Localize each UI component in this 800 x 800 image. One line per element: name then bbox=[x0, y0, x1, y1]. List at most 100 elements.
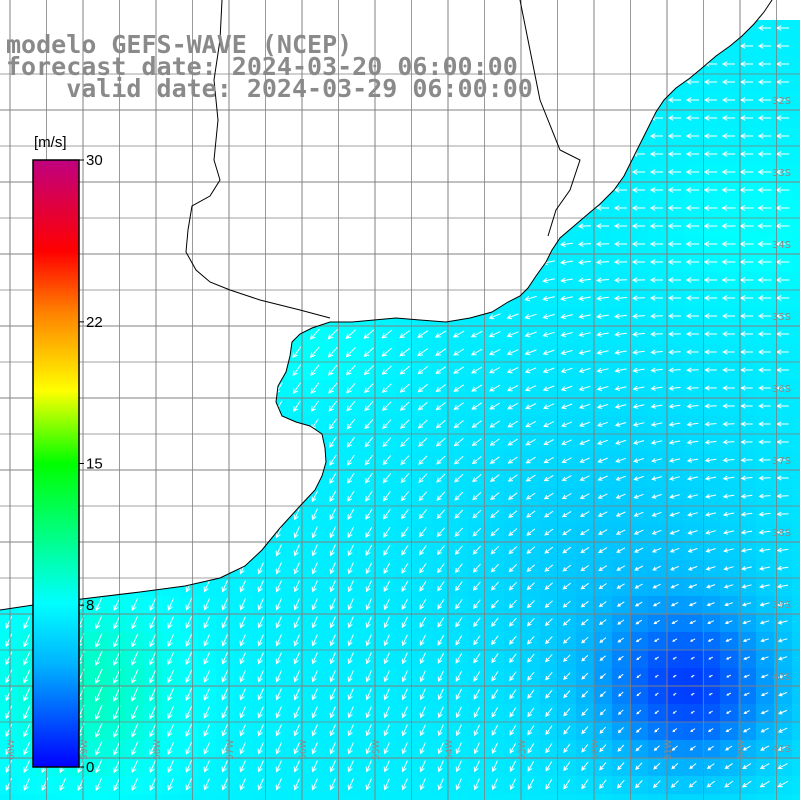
wind-speed-cell bbox=[36, 794, 55, 800]
wind-arrow bbox=[654, 727, 660, 733]
wind-arrow bbox=[543, 403, 555, 410]
wind-speed-cell bbox=[684, 308, 703, 327]
wind-speed-cell bbox=[504, 380, 523, 399]
wind-speed-cell bbox=[378, 416, 397, 435]
wind-speed-cell bbox=[216, 650, 235, 669]
wind-arrow bbox=[453, 420, 464, 429]
wind-speed-cell bbox=[108, 722, 127, 741]
wind-speed-cell bbox=[414, 560, 433, 579]
wind-speed-cell bbox=[162, 758, 181, 777]
wind-speed-cell bbox=[558, 308, 577, 327]
wind-speed-cell bbox=[396, 578, 415, 597]
wind-speed-cell bbox=[558, 560, 577, 579]
wind-arrow bbox=[703, 241, 718, 247]
wind-arrow bbox=[472, 563, 481, 573]
wind-arrow bbox=[757, 169, 772, 175]
wind-speed-cell bbox=[792, 308, 800, 327]
wind-arrow bbox=[167, 723, 175, 738]
wind-arrow bbox=[149, 597, 157, 611]
wind-speed-cell bbox=[648, 542, 667, 561]
wind-arrow bbox=[471, 402, 483, 410]
wind-speed-cell bbox=[648, 290, 667, 309]
wind-speed-cell bbox=[720, 686, 739, 705]
wind-arrow bbox=[437, 599, 445, 610]
wind-speed-cell bbox=[774, 416, 793, 435]
wind-speed-cell bbox=[720, 362, 739, 381]
wind-arrow bbox=[311, 706, 318, 719]
wind-arrow bbox=[473, 724, 480, 737]
wind-arrow bbox=[419, 778, 426, 791]
wind-speed-cell bbox=[522, 344, 541, 363]
wind-speed-cell bbox=[684, 704, 703, 723]
wind-speed-cell bbox=[774, 38, 793, 57]
wind-speed-cell bbox=[612, 344, 631, 363]
wind-arrow bbox=[563, 779, 571, 790]
wind-arrow bbox=[293, 634, 300, 647]
wind-arrows bbox=[5, 25, 790, 792]
wind-speed-cell bbox=[576, 272, 595, 291]
wind-arrow bbox=[704, 403, 717, 409]
wind-speed-cell bbox=[648, 344, 667, 363]
wind-arrow bbox=[581, 672, 589, 680]
wind-arrow bbox=[739, 61, 753, 67]
wind-speed-cell bbox=[378, 506, 397, 525]
wind-speed-cell bbox=[306, 668, 325, 687]
wind-speed-cell bbox=[180, 758, 199, 777]
wind-speed-cell bbox=[522, 362, 541, 381]
wind-speed-cell bbox=[360, 740, 379, 759]
wind-speed-cell bbox=[252, 668, 271, 687]
latitude-label: 41S bbox=[772, 744, 791, 755]
wind-arrow bbox=[652, 583, 661, 589]
wind-speed-cell bbox=[126, 740, 145, 759]
wind-arrow bbox=[688, 780, 697, 788]
wind-speed-cell bbox=[720, 254, 739, 273]
wind-speed-cell bbox=[324, 740, 343, 759]
wind-arrow bbox=[329, 454, 337, 466]
wind-arrow bbox=[437, 634, 445, 646]
wind-speed-cell bbox=[540, 344, 559, 363]
wind-speed-cell bbox=[738, 38, 757, 57]
wind-speed-cell bbox=[756, 794, 775, 800]
wind-arrow bbox=[760, 674, 769, 679]
wind-speed-cell bbox=[216, 722, 235, 741]
wind-speed-cell bbox=[684, 542, 703, 561]
wind-speed-cell bbox=[720, 398, 739, 417]
wind-speed-cell bbox=[720, 668, 739, 687]
wind-arrow bbox=[723, 584, 734, 589]
wind-arrow bbox=[489, 384, 501, 392]
wind-speed-cell bbox=[540, 524, 559, 543]
wind-speed-cell bbox=[216, 740, 235, 759]
wind-speed-cell bbox=[684, 650, 703, 669]
wind-speed-cell bbox=[378, 578, 397, 597]
wind-speed-cell bbox=[432, 416, 451, 435]
wind-speed-cell bbox=[0, 614, 19, 633]
wind-arrow bbox=[347, 562, 354, 575]
wind-arrow bbox=[758, 529, 771, 535]
wind-arrow bbox=[686, 457, 699, 463]
wind-arrow bbox=[329, 616, 336, 629]
wind-speed-cell bbox=[18, 632, 37, 651]
wind-arrow bbox=[649, 295, 663, 301]
wind-arrow bbox=[437, 688, 444, 701]
wind-arrow bbox=[5, 723, 13, 738]
wind-speed-cell bbox=[720, 272, 739, 291]
wind-arrow bbox=[470, 330, 483, 338]
wind-arrow bbox=[491, 760, 498, 773]
wind-arrow bbox=[113, 759, 121, 774]
wind-speed-cell bbox=[792, 200, 800, 219]
wind-speed-cell bbox=[504, 632, 523, 651]
wind-arrow bbox=[563, 725, 571, 735]
wind-arrow bbox=[631, 259, 645, 265]
wind-arrow bbox=[599, 655, 607, 661]
wind-speed-cell bbox=[378, 632, 397, 651]
wind-speed-cell bbox=[306, 686, 325, 705]
wind-speed-cell bbox=[306, 344, 325, 363]
wind-arrow bbox=[293, 688, 300, 701]
wind-arrow bbox=[167, 633, 175, 648]
wind-speed-cell bbox=[360, 488, 379, 507]
wind-speed-cell bbox=[324, 470, 343, 489]
wind-speed-cell bbox=[504, 524, 523, 543]
wind-speed-cell bbox=[576, 362, 595, 381]
wind-arrow bbox=[775, 79, 789, 85]
wind-arrow bbox=[472, 492, 482, 501]
